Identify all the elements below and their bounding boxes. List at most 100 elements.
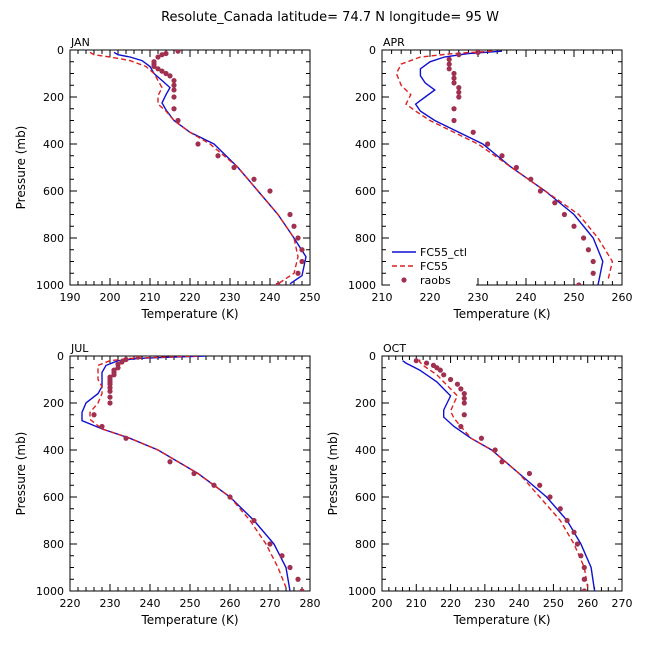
- raob-point: [456, 85, 462, 91]
- raob-point: [564, 517, 570, 524]
- x-tick-label: 220: [60, 597, 81, 610]
- raob-point: [513, 164, 520, 171]
- raob-point: [451, 70, 457, 77]
- raob-point: [499, 459, 505, 465]
- raob-point: [211, 482, 217, 488]
- raob-point: [461, 400, 467, 406]
- raob-point: [451, 106, 457, 112]
- x-tick-label: 270: [260, 597, 281, 610]
- raob-point: [581, 576, 587, 582]
- raob-point: [151, 63, 157, 70]
- y-tick-label: 1000: [36, 585, 64, 598]
- raob-point: [454, 381, 461, 387]
- line-fc55-ctl: [113, 51, 307, 285]
- line-fc55-ctl: [81, 356, 291, 591]
- panel-jan: 190 200 210 220 230 240 250 0 200 400 600 800 1000 Te…: [14, 36, 321, 321]
- raob-point: [470, 129, 476, 135]
- y-tick-label: 600: [43, 185, 64, 198]
- raob-point: [458, 423, 464, 430]
- raob-point: [475, 50, 481, 55]
- y-tick-label: 400: [43, 444, 64, 457]
- x-tick-label: 260: [220, 597, 241, 610]
- raob-point: [446, 66, 452, 72]
- figure-title: Resolute_Canada latitude= 74.7 N longitu…: [161, 10, 499, 25]
- raob-point: [115, 365, 121, 371]
- raob-point: [155, 66, 161, 72]
- y-tick-label: 400: [355, 138, 376, 151]
- raob-point: [251, 517, 257, 524]
- raob-point: [191, 470, 197, 477]
- y-tick-label: 400: [355, 444, 376, 457]
- y-tick-label: 600: [355, 185, 376, 198]
- raob-point: [155, 54, 161, 60]
- x-tick-label: 220: [420, 291, 441, 304]
- x-tick-label: 200: [372, 597, 393, 610]
- panel-label: APR: [383, 36, 405, 49]
- line-fc55: [89, 51, 299, 285]
- raob-point: [107, 394, 113, 400]
- raob-point: [107, 400, 113, 406]
- raob-point: [159, 52, 165, 58]
- raob-point: [107, 388, 113, 394]
- panel-apr: 210 220 230 240 250 260 0 200 400 600 800 1000 Tempe…: [348, 36, 633, 321]
- x-tick-label: 210: [372, 291, 393, 304]
- raob-point: [585, 247, 592, 253]
- raob-point: [227, 494, 233, 500]
- y-tick-label: 200: [355, 91, 376, 104]
- raob-point: [215, 153, 221, 159]
- x-tick-label: 190: [60, 291, 81, 304]
- raob-point: [135, 356, 141, 360]
- raob-point: [571, 529, 577, 535]
- raob-point: [456, 89, 462, 95]
- raob-point: [175, 50, 181, 54]
- x-tick-label: 240: [509, 597, 530, 610]
- line-fc55: [89, 356, 287, 588]
- x-axis-label: Temperature (K): [140, 613, 238, 627]
- y-tick-label: 200: [355, 397, 376, 410]
- raob-point: [251, 176, 257, 182]
- raob-point: [123, 356, 129, 363]
- x-tick-label: 240: [516, 291, 537, 304]
- y-tick-label: 1000: [348, 585, 376, 598]
- raob-point: [299, 588, 305, 591]
- x-tick-label: 230: [468, 291, 489, 304]
- raob-point: [267, 188, 273, 194]
- raob-point: [456, 94, 462, 100]
- panel-label: JUL: [70, 342, 89, 355]
- y-tick-label: 0: [57, 350, 64, 363]
- x-tick-label: 200: [100, 291, 121, 304]
- raob-point: [461, 412, 467, 418]
- raob-point: [590, 270, 596, 276]
- y-tick-label: 1000: [348, 279, 376, 292]
- y-tick-label: 800: [355, 538, 376, 551]
- raob-point: [175, 117, 181, 124]
- x-tick-label: 230: [474, 597, 495, 610]
- y-tick-label: 600: [43, 491, 64, 504]
- panel-label: JAN: [70, 36, 90, 49]
- raob-point: [561, 211, 568, 218]
- raob-point: [456, 52, 462, 58]
- raob-point: [171, 82, 177, 88]
- y-tick-label: 200: [43, 91, 64, 104]
- raob-point: [267, 541, 273, 547]
- plot-area: [395, 50, 614, 285]
- plot-frame: [69, 355, 311, 592]
- x-axis-label: Temperature (K): [452, 613, 550, 627]
- y-axis-label: Pressure (mb): [14, 126, 28, 210]
- raob-point: [547, 494, 553, 500]
- raob-point: [171, 77, 177, 84]
- raob-point: [581, 564, 587, 571]
- raob-point: [441, 372, 447, 378]
- raob-point: [287, 564, 293, 571]
- raob-point: [279, 553, 285, 559]
- raob-point: [458, 386, 464, 392]
- raob-point: [195, 141, 201, 147]
- raob-point: [581, 588, 587, 591]
- raob-point: [576, 282, 582, 285]
- raob-point: [423, 360, 430, 366]
- raob-point: [231, 164, 237, 171]
- x-tick-label: 210: [140, 291, 161, 304]
- panel-jul: 220 230 240 250 260 270 280 0 200 400 600 800 1000 Te…: [14, 342, 321, 627]
